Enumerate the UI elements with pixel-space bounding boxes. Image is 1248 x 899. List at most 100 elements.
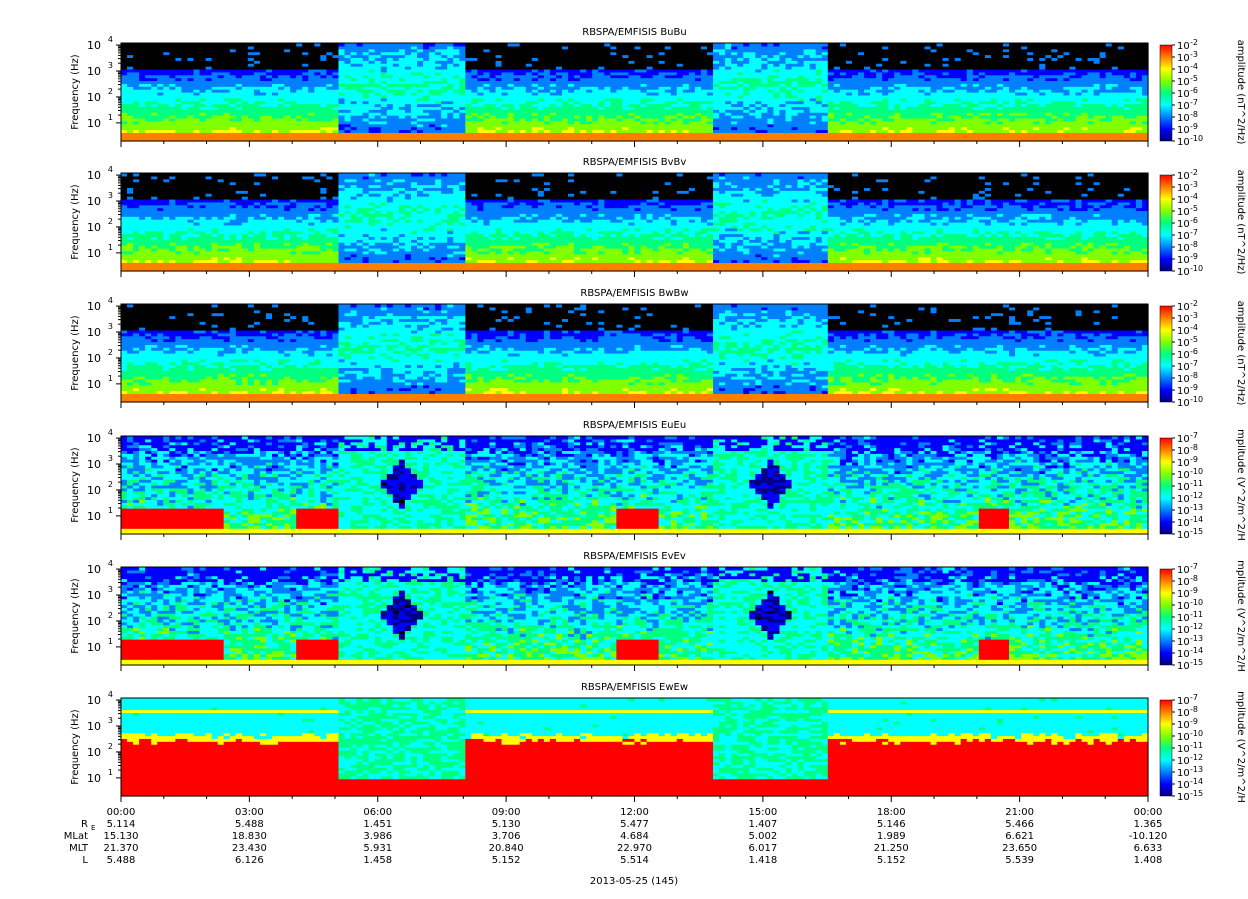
spectrogram-cell [519, 68, 527, 73]
spectrogram-cell [471, 94, 479, 99]
spectrogram-cell [205, 92, 213, 96]
spectrogram-cell [229, 115, 237, 119]
spectrogram-cell [308, 94, 315, 99]
spectrogram-cell [495, 123, 503, 128]
spectrogram-cell [235, 123, 243, 128]
spectrogram-cell [459, 92, 466, 96]
spectrogram-cell [429, 86, 436, 90]
spectrogram-cell [356, 109, 364, 113]
spectrogram-cell [284, 106, 291, 110]
spectrogram-cell [139, 112, 146, 116]
spectrogram-cell [332, 97, 340, 102]
spectrogram-cell [278, 138, 285, 142]
spectrogram-cell [253, 63, 261, 67]
spectrogram-cell [338, 106, 346, 110]
spectrogram-cell [368, 66, 376, 70]
spectrogram-cell [157, 68, 164, 73]
spectrogram-cell [247, 120, 255, 125]
spectrogram-cell [568, 43, 575, 47]
spectrogram-cell [265, 100, 273, 105]
spectrogram-cell [513, 123, 521, 128]
spectrogram-cell [157, 54, 164, 59]
spectrogram-cell [163, 63, 170, 67]
spectrogram-cell [308, 57, 315, 61]
spectrogram-cell [441, 54, 448, 59]
spectrogram-cell [326, 129, 334, 133]
spectrogram-cell [912, 43, 920, 47]
spectrogram-cell [501, 117, 509, 122]
spectrogram-cell [489, 126, 497, 131]
spectrogram-cell [332, 63, 340, 67]
spectrogram-cell [211, 97, 219, 102]
spectrogram-cell [417, 54, 424, 59]
spectrogram-cell [537, 60, 545, 64]
spectrogram-cell [471, 74, 479, 79]
spectrogram-cell [272, 100, 279, 105]
spectrogram-cell [465, 100, 472, 105]
spectrogram-cell [531, 138, 539, 142]
spectrogram-cell [737, 43, 744, 47]
spectrogram-cell [157, 117, 164, 122]
spectrogram-cell [235, 83, 243, 87]
spectrogram-cell [362, 68, 370, 73]
spectrogram-cell [157, 112, 164, 116]
spectrogram-cell [157, 66, 164, 70]
spectrogram-cell [145, 74, 152, 79]
spectrogram-cell [314, 106, 321, 110]
spectrogram-cell [157, 103, 164, 108]
spectrogram-cell [519, 48, 527, 53]
spectrogram-cell [809, 43, 817, 47]
spectrogram-cell [253, 123, 261, 128]
spectrogram-cell [858, 43, 865, 47]
spectrogram-cell [477, 77, 485, 82]
spectrogram-cell [320, 54, 327, 59]
spectrogram-cell [398, 120, 406, 125]
spectrogram-cell [217, 63, 225, 67]
spectrogram-cell [435, 48, 442, 53]
spectrogram-cell [151, 89, 158, 93]
spectrogram-cell [465, 123, 472, 128]
spectrogram-cell [362, 83, 370, 87]
spectrogram-cell [410, 106, 418, 110]
spectrogram-cell [181, 135, 189, 139]
spectrogram-cell [495, 48, 503, 53]
spectrogram-cell [972, 43, 980, 47]
spectrogram-cell [338, 103, 346, 108]
spectrogram-cell [296, 43, 303, 47]
spectrogram-cell [465, 112, 472, 116]
spectrogram-cell [525, 80, 533, 84]
spectrogram-cell [199, 89, 207, 93]
spectrogram-cell [380, 109, 388, 113]
spectrogram-cell [507, 45, 515, 50]
spectrogram-cell [441, 63, 448, 67]
spectrogram-cell [121, 117, 128, 122]
spectrogram-cell [187, 115, 195, 119]
spectrogram-cell [368, 135, 376, 139]
spectrogram-cell [489, 86, 497, 90]
spectrogram-cell [513, 109, 521, 113]
spectrogram-cell [223, 63, 231, 67]
spectrogram-cell [441, 68, 448, 73]
spectrogram-cell [447, 83, 454, 87]
spectrogram-cell [495, 60, 503, 64]
spectrogram-cell [398, 92, 406, 96]
spectrogram-cell [417, 103, 424, 108]
spectrogram-cell [543, 71, 551, 76]
spectrogram-cell [429, 120, 436, 125]
spectrogram-cell [193, 45, 201, 50]
spectrogram-cell [453, 63, 460, 67]
spectrogram-cell [320, 138, 327, 142]
spectrogram-cell [314, 86, 321, 90]
spectrogram-cell [211, 100, 219, 105]
spectrogram-cell [127, 92, 134, 96]
spectrogram-cell [157, 109, 164, 113]
spectrogram-cell [459, 74, 466, 79]
spectrogram-cell [187, 123, 195, 128]
spectrogram-cell [465, 83, 472, 87]
spectrogram-cell [368, 120, 376, 125]
spectrogram-cell [574, 43, 581, 47]
spectrogram-cell [217, 106, 225, 110]
spectrogram-cell [459, 63, 466, 67]
spectrogram-cell [253, 100, 261, 105]
spectrogram-cell [302, 80, 309, 84]
